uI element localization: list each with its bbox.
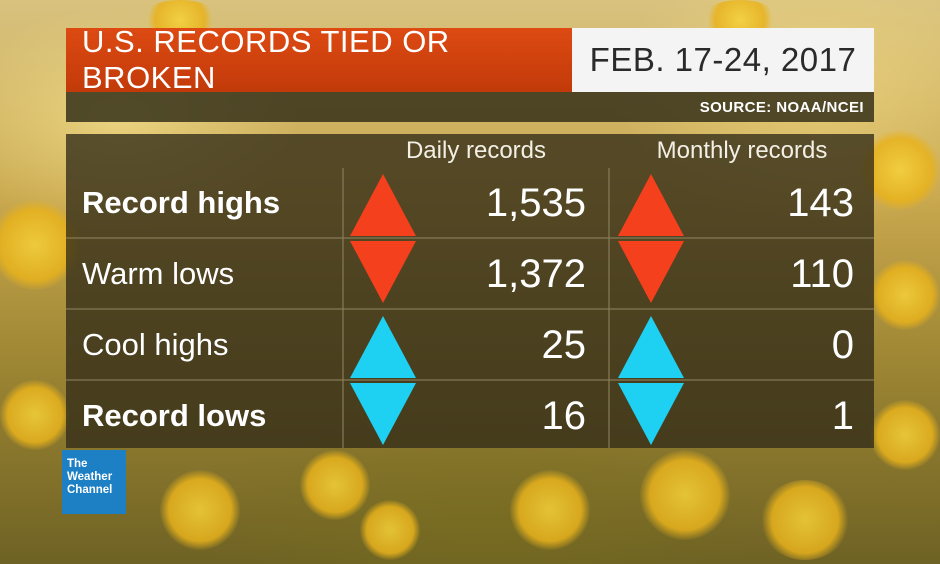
row-label: Warm lows [82,256,235,291]
flower-decoration [0,380,70,450]
row-divider [66,379,874,381]
source-bar: SOURCE: NOAA/NCEI [66,92,874,122]
weather-channel-logo: The Weather Channel [62,450,126,514]
flower-decoration [870,260,940,330]
arrow-up-icon [618,174,684,236]
daily-value: 16 [541,393,587,438]
monthly-value: 143 [787,180,854,225]
row-label: Record lows [82,398,267,433]
table-row-cool-highs: Cool highs 25 0 [66,310,874,380]
flower-decoration [760,480,850,560]
logo-line: Channel [67,484,113,496]
arrow-up-icon [350,316,416,378]
arrow-down-icon [618,241,684,303]
arrow-down-icon [350,383,416,445]
monthly-value: 110 [790,251,854,296]
monthly-value: 0 [831,322,854,367]
page-title: U.S. RECORDS TIED OR BROKEN [82,24,450,95]
flower-decoration [300,450,370,520]
table-row-record-lows: Record lows 16 1 [66,381,874,451]
date-range: FEB. 17-24, 2017 [589,41,857,78]
column-header-daily: Daily records [405,137,547,164]
logo-line: Weather [67,471,113,483]
daily-value: 1,535 [485,180,586,225]
daily-value: 25 [541,322,587,367]
row-label: Record highs [82,185,281,220]
arrow-up-icon [618,316,684,378]
table-row-warm-lows: Warm lows 1,372 110 [66,239,874,309]
daily-value: 1,372 [485,251,586,296]
arrow-up-icon [350,174,416,236]
flower-decoration [640,450,730,540]
row-divider [66,308,874,310]
flower-decoration [160,470,240,550]
logo-line: The [67,458,88,470]
date-range-box: FEB. 17-24, 2017 [572,28,874,92]
row-label: Cool highs [82,327,229,362]
title-bar: U.S. RECORDS TIED OR BROKEN [66,24,572,95]
table-row-record-highs: Record highs 1,535 143 [66,168,874,238]
source-label: SOURCE: NOAA/NCEI [699,98,864,116]
arrow-down-icon [618,383,684,445]
monthly-value: 1 [831,393,854,438]
records-table: Daily records Monthly records Record hig… [66,134,874,448]
flower-decoration [870,400,940,470]
flower-decoration [360,500,420,560]
flower-decoration [510,470,590,550]
row-divider [66,237,874,239]
column-header-monthly: Monthly records [656,137,828,164]
arrow-down-icon [350,241,416,303]
